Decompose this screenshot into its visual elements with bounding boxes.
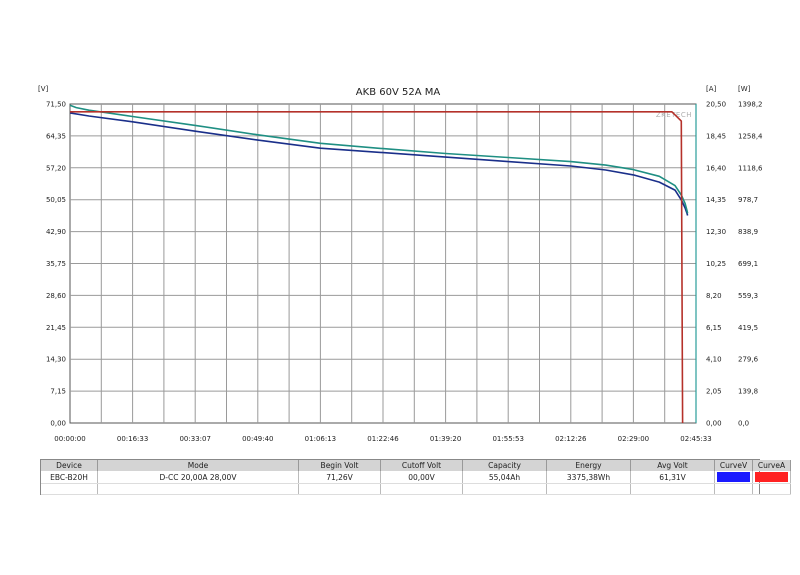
- cell-cutoff-volt: 00,00V: [380, 471, 463, 484]
- cell-avg-volt: 61,31V: [630, 471, 715, 484]
- curve-a-color-swatch[interactable]: [755, 472, 788, 482]
- voltage-tick-label: 0,00: [50, 420, 66, 428]
- voltage-tick-label: 28,60: [46, 292, 66, 300]
- time-tick-label: 00:33:07: [179, 435, 210, 443]
- header-curve-v: CurveV: [714, 460, 753, 471]
- cell-begin-volt: 71,26V: [298, 471, 381, 484]
- voltage-unit-label: [V]: [38, 85, 49, 93]
- power-tick-label: 0,0: [738, 420, 749, 428]
- current-tick-label: 6,15: [706, 324, 722, 332]
- voltage-tick-label: 57,20: [46, 164, 66, 172]
- test-info-table: Device Mode Begin Volt Cutoff Volt Capac…: [40, 459, 791, 495]
- header-begin-volt: Begin Volt: [298, 460, 381, 471]
- power-tick-label: 279,6: [738, 356, 759, 364]
- cell-device: EBC-B20H: [41, 471, 98, 484]
- header-capacity: Capacity: [462, 460, 547, 471]
- series-group: [69, 104, 689, 424]
- current-tick-label: 10,25: [706, 260, 726, 268]
- discharge-chart: AKB 60V 52A MA [V] [A] [W] 71,50 64,35 57,…: [38, 85, 763, 443]
- power-axis: 1398,2 1258,4 1118,6 978,7 838,9 699,1 559,3 41…: [738, 101, 763, 428]
- current-tick-label: 4,10: [706, 356, 722, 364]
- power-tick-label: 139,8: [738, 388, 758, 396]
- header-curve-a: CurveA: [752, 460, 791, 471]
- current-tick-label: 14,35: [706, 196, 726, 204]
- header-avg-volt: Avg Volt: [630, 460, 715, 471]
- current-tick-label: 18,45: [706, 132, 726, 140]
- cell-energy: 3375,38Wh: [546, 471, 631, 484]
- current-unit-label: [A]: [706, 85, 717, 93]
- time-tick-label: 00:16:33: [117, 435, 148, 443]
- current-tick-label: 8,20: [706, 292, 722, 300]
- curve-a-swatch-cell[interactable]: [752, 471, 791, 484]
- time-tick-label: 02:29:00: [618, 435, 649, 443]
- power-tick-label: 978,7: [738, 196, 758, 204]
- curve-v-color-swatch[interactable]: [717, 472, 750, 482]
- header-mode: Mode: [97, 460, 299, 471]
- voltage-tick-label: 71,50: [46, 101, 66, 109]
- cell-capacity: 55,04Ah: [462, 471, 547, 484]
- voltage-tick-label: 7,15: [50, 388, 66, 396]
- series-line-current-2: [70, 111, 684, 424]
- voltage-axis: 71,50 64,35 57,20 50,05 42,90 35,75 28,60 21,45…: [46, 101, 66, 428]
- current-tick-label: 16,40: [706, 164, 726, 172]
- time-tick-label: 01:55:53: [492, 435, 523, 443]
- chart-title: AKB 60V 52A MA: [356, 87, 441, 98]
- power-tick-label: 838,9: [738, 228, 758, 236]
- info-table-header-row: Device Mode Begin Volt Cutoff Volt Capac…: [41, 460, 791, 471]
- time-tick-label: 02:12:26: [555, 435, 587, 443]
- power-unit-label: [W]: [738, 85, 751, 93]
- time-tick-label: 01:06:13: [305, 435, 336, 443]
- power-tick-label: 559,3: [738, 292, 758, 300]
- curve-v-swatch-cell[interactable]: [714, 471, 753, 484]
- current-axis: 20,50 18,45 16,40 14,35 12,30 10,25 8,20 6,15 4,…: [706, 101, 726, 428]
- time-axis: 00:00:00 00:16:33 00:33:07 00:49:40 01:06:13…: [54, 435, 711, 443]
- watermark-label: ZKETECH: [656, 111, 692, 119]
- header-energy: Energy: [546, 460, 631, 471]
- power-tick-label: 419,5: [738, 324, 758, 332]
- time-tick-label: 00:49:40: [242, 435, 273, 443]
- current-tick-label: 0,00: [706, 420, 722, 428]
- current-tick-label: 12,30: [706, 228, 726, 236]
- table-row[interactable]: EBC-B20H D-CC 20,00A 28,00V 71,26V 00,00…: [41, 471, 791, 484]
- power-tick-label: 1398,2: [738, 101, 763, 109]
- table-row-empty: [41, 483, 791, 495]
- time-tick-label: 01:39:20: [430, 435, 461, 443]
- voltage-tick-label: 64,35: [46, 132, 66, 140]
- voltage-tick-label: 50,05: [46, 196, 66, 204]
- voltage-tick-label: 14,30: [46, 356, 66, 364]
- time-tick-label: 00:00:00: [54, 435, 85, 443]
- power-tick-label: 1258,4: [738, 132, 763, 140]
- voltage-tick-label: 21,45: [46, 324, 66, 332]
- current-tick-label: 2,05: [706, 388, 722, 396]
- power-tick-label: 699,1: [738, 260, 758, 268]
- voltage-tick-label: 35,75: [46, 260, 66, 268]
- voltage-tick-label: 42,90: [46, 228, 66, 236]
- header-device: Device: [41, 460, 98, 471]
- time-tick-label: 01:22:46: [367, 435, 399, 443]
- time-tick-label: 02:45:33: [680, 435, 711, 443]
- cell-mode: D-CC 20,00A 28,00V: [97, 471, 299, 484]
- power-tick-label: 1118,6: [738, 164, 763, 172]
- current-tick-label: 20,50: [706, 101, 726, 109]
- header-cutoff-volt: Cutoff Volt: [380, 460, 463, 471]
